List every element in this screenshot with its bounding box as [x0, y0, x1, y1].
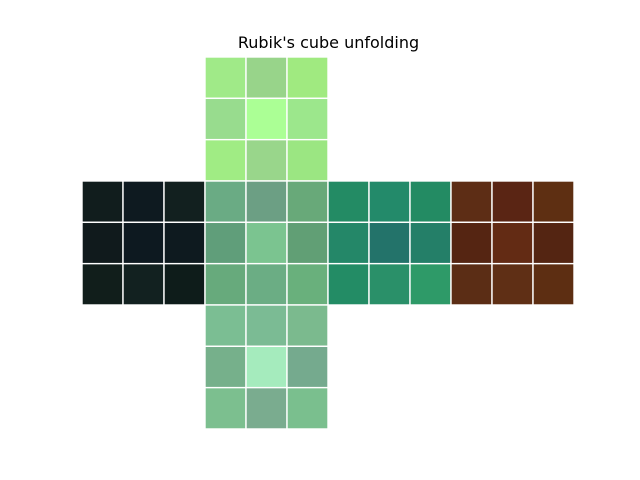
sticker-back-0-0 [450, 180, 493, 224]
sticker-left-0-1 [122, 180, 165, 224]
sticker-top-0-0 [204, 56, 247, 100]
face-back [450, 180, 575, 306]
sticker-left-2-1 [122, 262, 165, 306]
sticker-top-0-1 [245, 56, 288, 100]
face-bottom [204, 304, 329, 430]
sticker-bottom-0-2 [286, 304, 329, 348]
sticker-left-1-1 [122, 221, 165, 265]
sticker-left-2-2 [163, 262, 206, 306]
sticker-back-0-2 [532, 180, 575, 224]
sticker-bottom-2-1 [245, 386, 288, 430]
sticker-top-2-2 [286, 138, 329, 182]
sticker-back-2-1 [491, 262, 534, 306]
sticker-right-0-0 [327, 180, 370, 224]
sticker-back-2-2 [532, 262, 575, 306]
sticker-back-1-1 [491, 221, 534, 265]
sticker-front-2-2 [286, 262, 329, 306]
sticker-top-2-0 [204, 138, 247, 182]
sticker-right-2-2 [409, 262, 452, 306]
sticker-front-0-0 [204, 180, 247, 224]
sticker-top-1-0 [204, 97, 247, 141]
sticker-left-0-0 [81, 180, 124, 224]
sticker-front-1-0 [204, 221, 247, 265]
face-front [204, 180, 329, 306]
sticker-front-0-2 [286, 180, 329, 224]
sticker-left-0-2 [163, 180, 206, 224]
face-top [204, 56, 329, 182]
sticker-bottom-1-0 [204, 345, 247, 389]
sticker-top-1-1 [245, 97, 288, 141]
sticker-back-1-2 [532, 221, 575, 265]
sticker-bottom-2-2 [286, 386, 329, 430]
sticker-right-1-2 [409, 221, 452, 265]
sticker-right-0-2 [409, 180, 452, 224]
sticker-back-0-1 [491, 180, 534, 224]
sticker-back-2-0 [450, 262, 493, 306]
sticker-front-0-1 [245, 180, 288, 224]
sticker-left-2-0 [81, 262, 124, 306]
sticker-bottom-1-1 [245, 345, 288, 389]
sticker-top-0-2 [286, 56, 329, 100]
sticker-bottom-1-2 [286, 345, 329, 389]
sticker-front-2-0 [204, 262, 247, 306]
sticker-left-1-0 [81, 221, 124, 265]
sticker-bottom-0-1 [245, 304, 288, 348]
sticker-right-1-0 [327, 221, 370, 265]
face-right [327, 180, 452, 306]
sticker-right-2-0 [327, 262, 370, 306]
sticker-front-2-1 [245, 262, 288, 306]
sticker-left-1-2 [163, 221, 206, 265]
sticker-right-0-1 [368, 180, 411, 224]
sticker-front-1-2 [286, 221, 329, 265]
chart-title: Rubik's cube unfolding [237, 33, 420, 52]
sticker-bottom-2-0 [204, 386, 247, 430]
sticker-right-1-1 [368, 221, 411, 265]
sticker-top-2-1 [245, 138, 288, 182]
sticker-top-1-2 [286, 97, 329, 141]
sticker-front-1-1 [245, 221, 288, 265]
sticker-bottom-0-0 [204, 304, 247, 348]
sticker-back-1-0 [450, 221, 493, 265]
face-left [81, 180, 206, 306]
sticker-right-2-1 [368, 262, 411, 306]
